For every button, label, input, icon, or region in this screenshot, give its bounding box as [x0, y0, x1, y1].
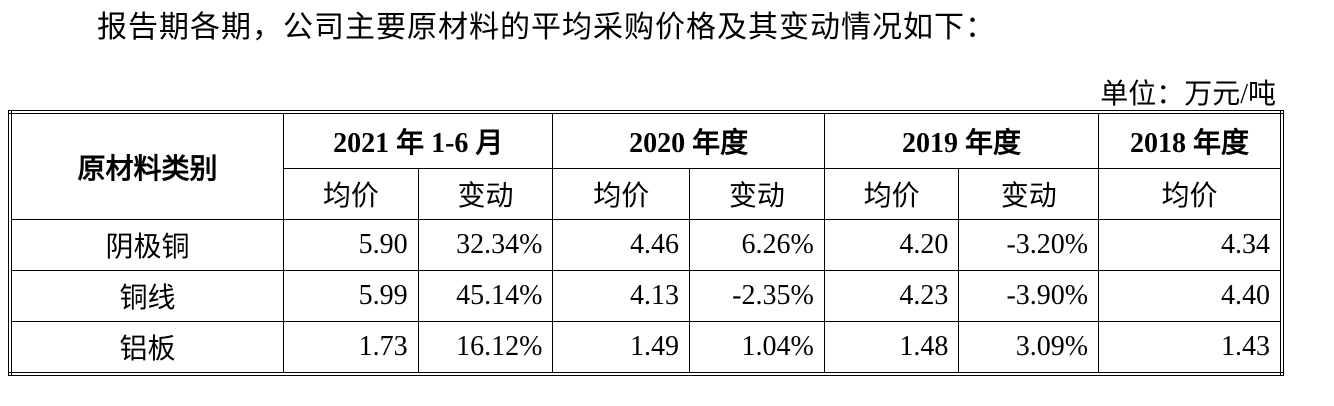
group-header: 2018 年度: [1098, 111, 1283, 169]
sub-header: 变动: [689, 168, 825, 220]
value-cell: 4.46: [552, 219, 690, 271]
value-cell: -2.35%: [689, 270, 825, 322]
value-cell: 16.12%: [417, 321, 554, 375]
value-cell: 3.09%: [958, 321, 1100, 375]
value-cell: 4.13: [552, 270, 690, 322]
group-header: 2019 年度: [823, 111, 1100, 169]
data-row: 铜线 5.99 45.14% 4.13 -2.35% 4.23 -3.90% 4.40: [9, 270, 1283, 322]
sub-header: 变动: [958, 168, 1100, 220]
header-row: 原材料类别 2021 年 1-6 月 2020 年度 2019 年度 2018 年度: [9, 111, 1283, 220]
value-cell: 1.73: [283, 321, 419, 375]
value-cell: 4.40: [1098, 270, 1283, 322]
value-cell: 1.49: [552, 321, 690, 375]
value-cell: 1.04%: [689, 321, 825, 375]
value-cell: -3.20%: [958, 219, 1100, 271]
sub-header: 均价: [283, 168, 419, 220]
price-table: 原材料类别 2021 年 1-6 月 2020 年度 2019 年度 2018 年度 均价…: [8, 110, 1284, 376]
value-cell: 32.34%: [417, 219, 554, 271]
unit-text: 单位：万元/吨: [1100, 79, 1276, 110]
intro-text: 报告期各期，公司主要原材料的平均采购价格及其变动情况如下：: [97, 11, 996, 44]
sub-header: 变动: [417, 168, 554, 220]
row-label: 铝板: [9, 321, 285, 375]
value-cell: 1.43: [1098, 321, 1283, 375]
sub-header: 均价: [552, 168, 690, 220]
sub-header: 均价: [823, 168, 960, 220]
group-header: 2021 年 1-6 月: [283, 111, 554, 169]
value-cell: -3.90%: [958, 270, 1100, 322]
data-row: 铝板 1.73 16.12% 1.49 1.04% 1.48 3.09% 1.43: [9, 321, 1283, 375]
value-cell: 45.14%: [417, 270, 554, 322]
value-cell: 4.23: [823, 270, 960, 322]
value-cell: 4.34: [1098, 219, 1283, 271]
group-header: 2020 年度: [552, 111, 825, 169]
value-cell: 4.20: [823, 219, 960, 271]
sub-header: 均价: [1098, 168, 1283, 220]
value-cell: 5.99: [283, 270, 419, 322]
value-cell: 5.90: [283, 219, 419, 271]
data-row: 阴极铜 5.90 32.34% 4.46 6.26% 4.20 -3.20% 4.34: [9, 219, 1283, 271]
value-cell: 6.26%: [689, 219, 825, 271]
value-cell: 1.48: [823, 321, 960, 375]
row-label: 铜线: [9, 270, 285, 322]
corner-cell: 原材料类别: [9, 111, 285, 220]
row-label: 阴极铜: [9, 219, 285, 271]
